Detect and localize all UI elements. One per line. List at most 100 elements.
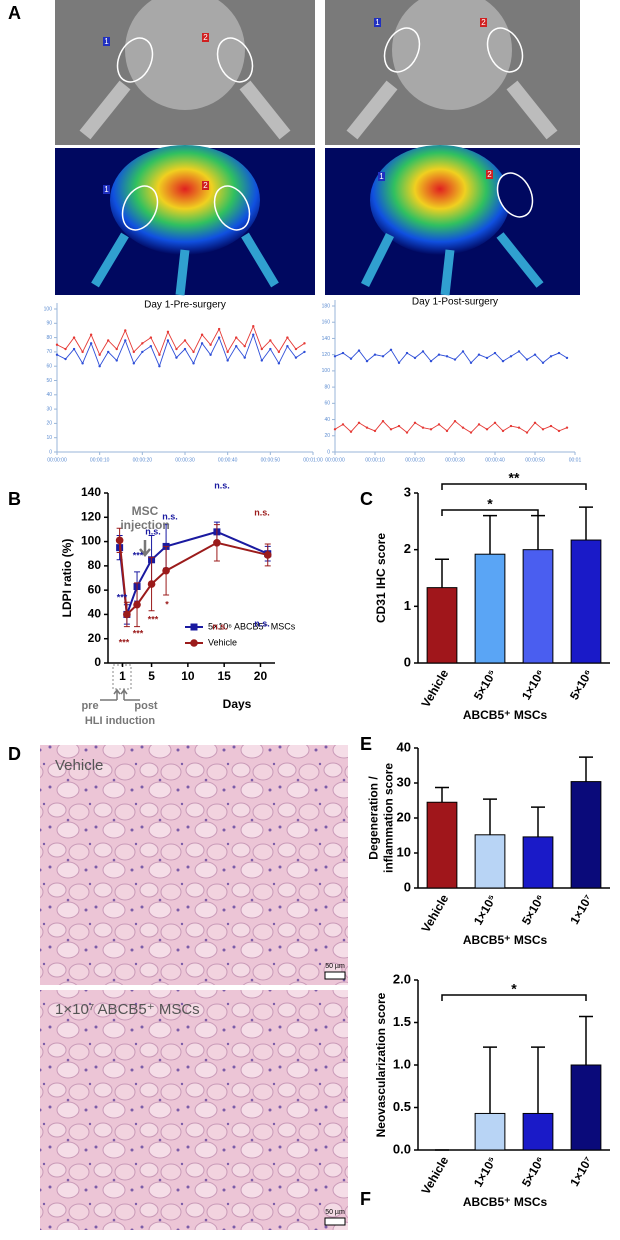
point bbox=[533, 353, 537, 356]
y-tick-label: 10 bbox=[397, 844, 411, 859]
point bbox=[349, 357, 353, 360]
point bbox=[517, 350, 521, 353]
scale-bar bbox=[324, 971, 346, 980]
significance: *** bbox=[133, 550, 144, 560]
point bbox=[373, 353, 377, 356]
point bbox=[469, 361, 473, 364]
x-axis-label: ABCB5⁺ MSCs bbox=[463, 708, 548, 722]
bar bbox=[522, 1112, 554, 1151]
roi-label: 2 bbox=[481, 18, 486, 27]
y-tick-label: 20 bbox=[397, 809, 411, 824]
point bbox=[200, 333, 204, 336]
point bbox=[303, 342, 306, 345]
error-bar bbox=[531, 1046, 545, 1114]
significance: * bbox=[487, 496, 493, 512]
x-tick-label: 15 bbox=[217, 669, 231, 683]
y-tick-label: 1.5 bbox=[393, 1014, 411, 1029]
point bbox=[260, 359, 263, 362]
roi-label: 2 bbox=[203, 33, 208, 42]
point bbox=[226, 350, 229, 354]
x-axis-label: ABCB5⁺ MSCs bbox=[463, 933, 548, 947]
point bbox=[243, 356, 246, 359]
y-tick-label: 0.0 bbox=[393, 1141, 411, 1156]
bar bbox=[522, 549, 554, 664]
point bbox=[469, 431, 473, 434]
note: HLI induction bbox=[85, 715, 156, 727]
point bbox=[341, 423, 345, 426]
y-tick-label: 40 bbox=[324, 417, 330, 423]
point bbox=[260, 347, 263, 351]
point bbox=[209, 343, 212, 346]
point bbox=[277, 350, 281, 354]
point bbox=[349, 430, 353, 433]
point bbox=[303, 350, 306, 354]
point bbox=[389, 348, 393, 351]
point bbox=[226, 359, 229, 362]
point bbox=[333, 355, 337, 358]
point bbox=[162, 566, 170, 575]
point bbox=[124, 339, 127, 342]
histology-image bbox=[40, 990, 348, 1230]
y-tick-label: 60 bbox=[324, 401, 330, 407]
point bbox=[72, 336, 76, 339]
x-tick-label: 1×10⁶ bbox=[519, 667, 547, 702]
point bbox=[541, 428, 545, 431]
point bbox=[235, 336, 238, 339]
point bbox=[183, 347, 187, 351]
point bbox=[413, 421, 417, 424]
point bbox=[461, 350, 465, 353]
point bbox=[557, 351, 561, 355]
point bbox=[453, 419, 457, 423]
x-tick-label: 00:00:30 bbox=[175, 457, 195, 463]
error-bar bbox=[435, 786, 449, 803]
point bbox=[405, 431, 409, 434]
point bbox=[115, 359, 118, 362]
point bbox=[445, 355, 449, 358]
point bbox=[64, 347, 67, 351]
photos: 1 2 1 2 1 2 1 2 bbox=[55, 0, 580, 296]
significance: n.s. bbox=[254, 618, 270, 628]
y-tick-label: 60 bbox=[88, 582, 102, 596]
point bbox=[149, 344, 153, 348]
roi bbox=[486, 27, 524, 73]
perfusion bbox=[110, 145, 260, 255]
point bbox=[72, 347, 76, 351]
point bbox=[141, 350, 144, 354]
point bbox=[252, 333, 255, 336]
y-tick-label: 50 bbox=[46, 378, 52, 384]
image-label: 1×10⁷ ABCB5⁺ MSCs bbox=[55, 1001, 200, 1018]
bar bbox=[570, 539, 602, 664]
bar bbox=[474, 834, 506, 889]
point bbox=[81, 362, 84, 365]
point bbox=[485, 428, 489, 431]
roi bbox=[116, 37, 154, 83]
roi-label: 2 bbox=[487, 170, 492, 179]
point bbox=[373, 429, 377, 433]
x-tick-label: 1×10⁵ bbox=[471, 892, 499, 927]
panel-labels: A B C D E F bbox=[8, 3, 373, 1209]
error-bar bbox=[435, 558, 449, 588]
point bbox=[263, 551, 272, 559]
point bbox=[98, 365, 101, 368]
panel-label: B bbox=[8, 489, 21, 509]
bar bbox=[426, 801, 458, 889]
point bbox=[175, 356, 178, 359]
perfusion-legs bbox=[360, 232, 544, 296]
roi-label: 1 bbox=[375, 18, 380, 27]
series-line bbox=[118, 530, 269, 615]
point bbox=[453, 358, 457, 361]
x-tick-label: 00:00:50 bbox=[525, 457, 545, 463]
hli-arrows bbox=[100, 688, 140, 701]
x-tick-label: 1×10⁵ bbox=[471, 1154, 499, 1189]
x-tick-label: Vehicle bbox=[419, 667, 452, 710]
series-line bbox=[334, 420, 568, 434]
series-line bbox=[56, 324, 305, 356]
perfusion-legs bbox=[91, 232, 279, 296]
point bbox=[107, 339, 110, 342]
bar bbox=[522, 836, 554, 889]
x-axis-label: ABCB5⁺ MSCs bbox=[463, 1195, 548, 1209]
significance: n.s. bbox=[254, 507, 270, 517]
error-bar bbox=[483, 514, 497, 555]
point bbox=[269, 339, 272, 342]
legend-label: 5×10⁶ ABCB5⁺ MSCs bbox=[208, 621, 296, 631]
